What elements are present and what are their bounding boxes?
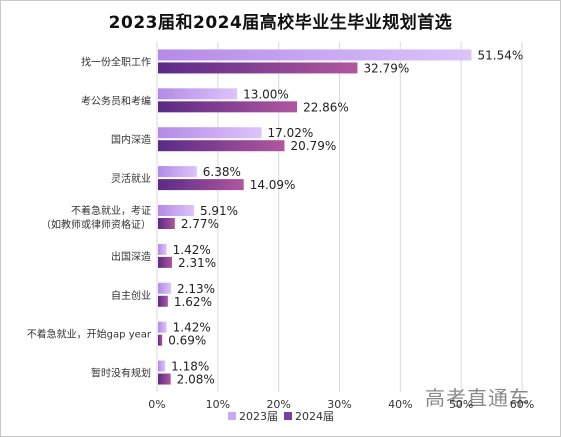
x-tick-label: 40% <box>388 398 412 411</box>
legend-item-2023: 2023届 <box>228 408 278 424</box>
chart-title: 2023届和2024届高校毕业生毕业规划首选 <box>108 13 453 33</box>
bar-2023 <box>158 88 238 100</box>
bar-2023 <box>158 282 171 294</box>
bar-2024 <box>158 218 175 229</box>
category-label: 不着急就业，开始gap year <box>27 328 152 341</box>
bar-value-label: 20.79% <box>290 139 336 153</box>
bar-value-label: 1.62% <box>174 295 212 309</box>
legend-label-2023: 2023届 <box>239 410 278 423</box>
legend: 2023届 2024届 <box>228 408 340 424</box>
bar-2023 <box>158 360 166 372</box>
x-tick-label: 60% <box>510 398 534 411</box>
x-tick-label: 10% <box>206 398 230 411</box>
bars-layer <box>158 49 472 385</box>
category-label: 不着急就业，考证 <box>71 204 151 217</box>
bar-2024 <box>158 179 244 191</box>
legend-swatch-2023 <box>228 412 236 420</box>
x-tick-label: 20% <box>266 398 290 411</box>
bar-value-label: 22.86% <box>303 100 349 114</box>
bar-2023 <box>158 166 197 178</box>
category-label: 暂时没有规划 <box>91 367 151 380</box>
bar-2024 <box>158 62 358 74</box>
bar-2024 <box>158 140 285 152</box>
category-label: 找一份全职工作 <box>81 55 151 68</box>
bar-2023 <box>158 127 262 139</box>
legend-swatch-2024 <box>284 412 292 420</box>
bar-2024 <box>158 295 168 307</box>
bar-value-label: 13.00% <box>243 87 289 101</box>
bar-value-label: 17.02% <box>268 126 314 140</box>
labels-layer: 0% 10% 20% 30% 40% 50% 60% 51.54% 32.79% 找一份全职工作 1… <box>27 48 535 411</box>
bar-2024 <box>158 256 173 268</box>
category-label: 考公务员和考编 <box>81 94 151 107</box>
bar-value-label: 2.31% <box>178 256 216 270</box>
category-label: 出国深造 <box>111 250 151 263</box>
bar-2023 <box>158 205 194 216</box>
bar-value-label: 2.08% <box>177 373 215 387</box>
bar-2023 <box>158 49 472 61</box>
x-tick-label: 50% <box>449 398 473 411</box>
legend-item-2024: 2024届 <box>284 408 334 424</box>
category-label: 国内深造 <box>111 133 151 146</box>
bar-2024 <box>158 373 171 385</box>
bar-value-label: 14.09% <box>250 178 296 192</box>
bar-value-label: 6.38% <box>203 165 241 179</box>
x-tick-label: 30% <box>327 398 351 411</box>
bar-value-label: 5.91% <box>200 204 238 218</box>
bar-value-label: 1.42% <box>173 321 211 335</box>
bar-value-label: 2.77% <box>181 217 219 231</box>
bar-2024 <box>158 101 298 113</box>
category-label: 自主创业 <box>111 289 151 302</box>
bar-value-label: 51.54% <box>478 48 524 62</box>
bar-value-label: 2.13% <box>177 282 215 296</box>
x-tick-label: 0% <box>148 398 165 411</box>
category-label: （如教师或律师资格证） <box>41 218 151 231</box>
category-label: 灵活就业 <box>111 172 151 185</box>
bar-value-label: 1.42% <box>173 243 211 257</box>
grid-layer <box>156 42 523 392</box>
bar-2023 <box>158 321 167 333</box>
bar-value-label: 32.79% <box>363 61 409 75</box>
bar-value-label: 0.69% <box>168 334 206 348</box>
bar-2023 <box>158 243 167 255</box>
bar-value-label: 1.18% <box>171 360 209 374</box>
bar-2024 <box>158 334 163 346</box>
legend-label-2024: 2024届 <box>295 410 334 423</box>
